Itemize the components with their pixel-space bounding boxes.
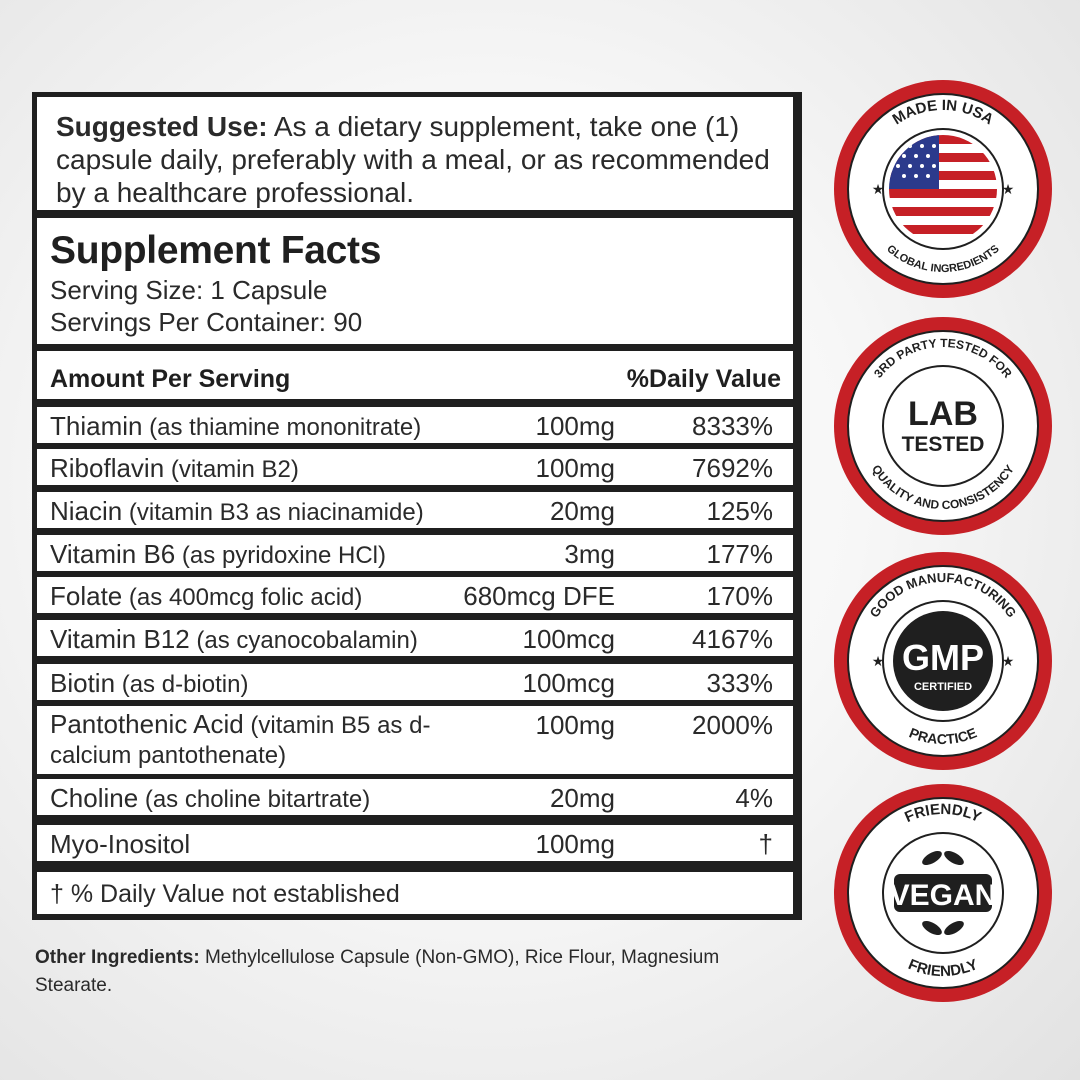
- other-ingredients: Other Ingredients: Methylcellulose Capsu…: [35, 944, 755, 1000]
- nutrient-amount: 680mcg DFE: [463, 581, 615, 611]
- gmp-certified-badge: GOOD MANUFACTURING PRACTICE ★ ★ GMP CERT…: [834, 552, 1052, 770]
- nutrient-amount: 100mg: [535, 411, 616, 441]
- svg-text:CERTIFIED: CERTIFIED: [914, 681, 972, 693]
- nutrient-dv: 170%: [706, 581, 774, 611]
- table-row: Pantothenic Acid (vitamin B5 as d-calciu…: [37, 706, 793, 774]
- facts-header: Supplement Facts Serving Size: 1 Capsule…: [37, 218, 793, 344]
- suggested-use: Suggested Use: As a dietary supplement, …: [37, 97, 793, 210]
- nutrient-amount: 20mg: [549, 496, 615, 526]
- suggested-use-text: As a dietary supplement, take one (1) ca…: [56, 111, 770, 208]
- nutrient-name: Pantothenic Acid (vitamin B5 as d-calciu…: [50, 709, 431, 770]
- lab-tested-badge: 3RD PARTY TESTED FOR QUALITY AND CONSIST…: [834, 317, 1052, 535]
- us-flag-icon: [889, 135, 997, 243]
- svg-text:★: ★: [1002, 181, 1015, 197]
- nutrient-dv: 125%: [706, 496, 774, 526]
- svg-text:★: ★: [872, 653, 885, 669]
- vegan-friendly-badge: FRIENDLY FRIENDLY VEGAN: [834, 784, 1052, 1002]
- svg-text:PRACTICE: PRACTICE: [907, 724, 979, 747]
- nutrient-amount: 20mg: [549, 783, 615, 813]
- svg-text:TESTED: TESTED: [902, 433, 985, 456]
- table-header: Amount Per Serving %Daily Value: [37, 351, 793, 399]
- nutrient-name: Folate (as 400mcg folic acid): [50, 581, 363, 611]
- nutrient-amount: 100mg: [535, 453, 616, 483]
- nutrient-name: Biotin (as d-biotin): [50, 668, 249, 698]
- supplement-label: Suggested Use: As a dietary supplement, …: [32, 92, 802, 920]
- nutrient-name: Thiamin (as thiamine mononitrate): [50, 411, 422, 441]
- nutrient-dv: 8333%: [692, 411, 773, 441]
- nutrient-dv: 4167%: [692, 624, 773, 654]
- nutrient-amount: 100mg: [535, 710, 616, 740]
- nutrient-dv: 7692%: [692, 453, 773, 483]
- serving-size: Serving Size: 1 Capsule: [50, 275, 328, 305]
- table-row: Choline (as choline bitartrate) 20mg 4%: [37, 779, 793, 815]
- nutrient-name: Vitamin B12 (as cyanocobalamin): [50, 624, 418, 654]
- nutrient-name: Choline (as choline bitartrate): [50, 783, 371, 813]
- nutrient-name: Riboflavin (vitamin B2): [50, 453, 299, 483]
- servings-per-container: Servings Per Container: 90: [50, 307, 363, 337]
- nutrient-dv: 333%: [706, 668, 774, 698]
- svg-text:GMP: GMP: [902, 637, 984, 678]
- nutrient-amount: 3mg: [564, 539, 615, 569]
- made-in-usa-badge: MADE IN USA GLOBAL INGREDIENTS ★ ★: [834, 80, 1052, 298]
- nutrient-dv: †: [758, 829, 773, 859]
- table-row: Thiamin (as thiamine mononitrate) 100mg …: [37, 407, 793, 443]
- nutrient-amount: 100mg: [535, 829, 616, 859]
- svg-text:LAB: LAB: [908, 395, 978, 433]
- other-ingredients-label: Other Ingredients:: [35, 947, 200, 968]
- nutrient-dv: 2000%: [692, 710, 773, 740]
- dv-footnote: † % Daily Value not established: [37, 872, 793, 914]
- nutrient-dv: 177%: [706, 539, 774, 569]
- nutrient-dv: 4%: [735, 783, 773, 813]
- table-row: Niacin (vitamin B3 as niacinamide) 20mg …: [37, 492, 793, 528]
- leaf-icon: [922, 851, 964, 935]
- table-row: Vitamin B12 (as cyanocobalamin) 100mcg 4…: [37, 620, 793, 656]
- nutrient-name: Vitamin B6 (as pyridoxine HCl): [50, 539, 386, 569]
- table-row: Myo-Inositol 100mg †: [37, 825, 793, 861]
- header-amount: Amount Per Serving: [50, 365, 291, 393]
- suggested-use-label: Suggested Use:: [56, 111, 268, 142]
- nutrient-amount: 100mcg: [522, 668, 616, 698]
- svg-text:VEGAN: VEGAN: [890, 879, 997, 912]
- other-ingredients-text: Methylcellulose Capsule (Non-GMO), Rice …: [35, 947, 720, 996]
- nutrient-amount: 100mcg: [522, 624, 616, 654]
- nutrient-name: Niacin (vitamin B3 as niacinamide): [50, 496, 424, 526]
- table-row: Folate (as 400mcg folic acid) 680mcg DFE…: [37, 577, 793, 613]
- table-row: Biotin (as d-biotin) 100mcg 333%: [37, 664, 793, 700]
- header-daily-value: %Daily Value: [626, 365, 781, 393]
- svg-text:★: ★: [872, 181, 885, 197]
- table-row: Riboflavin (vitamin B2) 100mg 7692%: [37, 449, 793, 485]
- facts-title: Supplement Facts: [50, 229, 382, 272]
- svg-text:★: ★: [1002, 653, 1015, 669]
- nutrient-name: Myo-Inositol: [50, 829, 191, 859]
- table-row: Vitamin B6 (as pyridoxine HCl) 3mg 177%: [37, 535, 793, 571]
